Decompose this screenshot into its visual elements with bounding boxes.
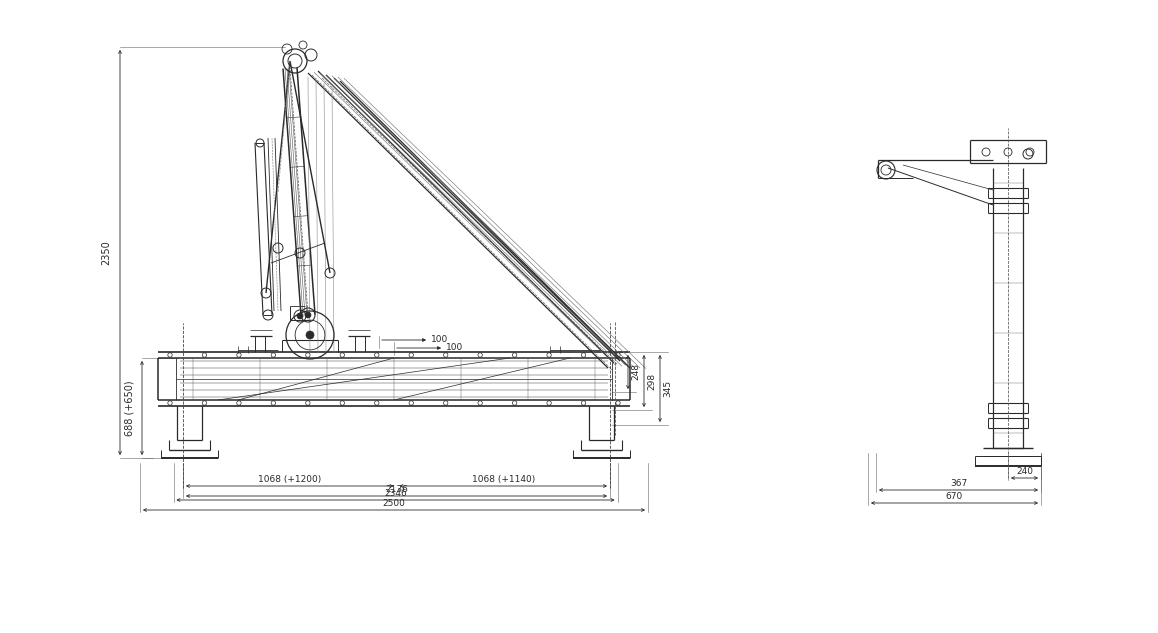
Text: 248: 248 — [631, 363, 640, 380]
Circle shape — [296, 313, 303, 319]
Text: 100: 100 — [431, 335, 448, 344]
Text: 2350: 2350 — [101, 240, 111, 265]
Text: 367: 367 — [950, 479, 967, 488]
Text: 298: 298 — [647, 372, 657, 389]
Text: 1068 (+1140): 1068 (+1140) — [471, 475, 535, 484]
Text: 240: 240 — [1016, 467, 1033, 476]
Text: 345: 345 — [664, 380, 673, 397]
Circle shape — [306, 331, 314, 339]
Text: 2136: 2136 — [386, 485, 408, 494]
Text: 688 (+650): 688 (+650) — [125, 380, 135, 436]
Text: 670: 670 — [946, 492, 963, 501]
Text: 2500: 2500 — [382, 499, 405, 508]
Circle shape — [305, 312, 312, 318]
Text: 2346: 2346 — [384, 489, 406, 498]
Text: 100: 100 — [446, 344, 463, 353]
Text: 1068 (+1200): 1068 (+1200) — [258, 475, 322, 484]
